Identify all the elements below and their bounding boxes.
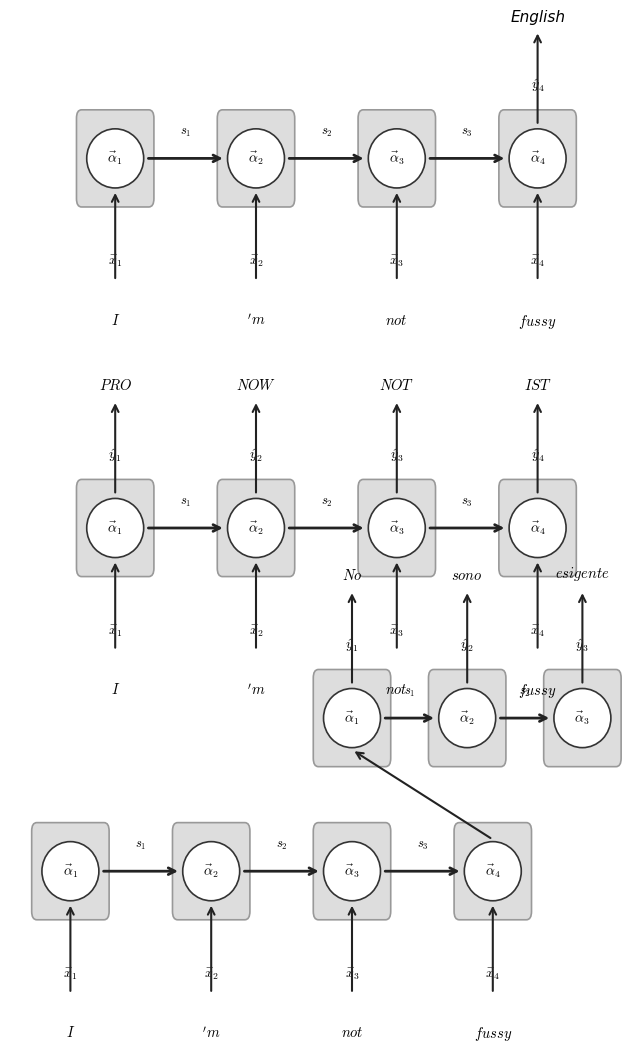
FancyBboxPatch shape <box>76 479 154 577</box>
Text: $PRO$: $PRO$ <box>99 378 132 393</box>
Text: $\vec{x}_4$: $\vec{x}_4$ <box>530 252 545 269</box>
Ellipse shape <box>323 689 380 748</box>
Text: $\vec{\alpha}_2$: $\vec{\alpha}_2$ <box>204 863 219 880</box>
FancyBboxPatch shape <box>218 110 295 207</box>
Ellipse shape <box>369 498 426 558</box>
Text: $\vec{x}_1$: $\vec{x}_1$ <box>108 252 122 269</box>
Text: $fussy$: $fussy$ <box>518 313 557 331</box>
Text: $not$: $not$ <box>385 313 408 327</box>
Ellipse shape <box>228 498 285 558</box>
Ellipse shape <box>509 498 566 558</box>
FancyBboxPatch shape <box>429 670 506 767</box>
Text: $s_3$: $s_3$ <box>461 127 473 139</box>
Text: $'m$: $'m$ <box>246 682 266 698</box>
Ellipse shape <box>554 689 611 748</box>
FancyBboxPatch shape <box>358 479 435 577</box>
Ellipse shape <box>86 498 144 558</box>
Text: $\vec{\alpha}_2$: $\vec{\alpha}_2$ <box>248 150 264 167</box>
Text: $\vec{\alpha}_1$: $\vec{\alpha}_1$ <box>108 520 123 536</box>
Text: $\vec{x}_3$: $\vec{x}_3$ <box>389 252 404 269</box>
Text: $\vec{\alpha}_1$: $\vec{\alpha}_1$ <box>108 150 123 167</box>
Ellipse shape <box>465 842 521 901</box>
Text: $s_1$: $s_1$ <box>180 496 191 509</box>
Ellipse shape <box>86 129 144 188</box>
FancyBboxPatch shape <box>358 110 435 207</box>
Text: $s_1$: $s_1$ <box>404 686 415 699</box>
Ellipse shape <box>509 129 566 188</box>
Text: $\vec{x}_1$: $\vec{x}_1$ <box>108 622 122 639</box>
Text: $No$: $No$ <box>342 568 362 583</box>
Text: $\vec{\alpha}_2$: $\vec{\alpha}_2$ <box>248 520 264 536</box>
Text: $\vec{\alpha}_4$: $\vec{\alpha}_4$ <box>484 863 501 880</box>
Ellipse shape <box>323 842 380 901</box>
Text: $fussy$: $fussy$ <box>474 1025 512 1043</box>
Text: $fussy$: $fussy$ <box>518 682 557 700</box>
Text: $\vec{x}_2$: $\vec{x}_2$ <box>204 965 219 982</box>
Text: $NOW$: $NOW$ <box>236 378 276 393</box>
Text: $\hat{y}_4$: $\hat{y}_4$ <box>531 447 545 464</box>
Text: $s_3$: $s_3$ <box>417 840 428 852</box>
Text: $s_2$: $s_2$ <box>321 127 332 139</box>
Text: $I$: $I$ <box>66 1025 75 1040</box>
Text: English: English <box>510 11 565 25</box>
Text: $\hat{y}_1$: $\hat{y}_1$ <box>108 447 122 464</box>
Text: $\vec{x}_3$: $\vec{x}_3$ <box>344 965 360 982</box>
Ellipse shape <box>42 842 99 901</box>
Text: $\vec{x}_1$: $\vec{x}_1$ <box>63 965 77 982</box>
Text: $I$: $I$ <box>111 313 120 327</box>
Text: $\vec{x}_2$: $\vec{x}_2$ <box>248 252 264 269</box>
Text: $\vec{\alpha}_3$: $\vec{\alpha}_3$ <box>389 520 404 536</box>
Text: $esigente$: $esigente$ <box>555 565 610 583</box>
Text: $s_2$: $s_2$ <box>321 496 332 509</box>
FancyBboxPatch shape <box>218 479 295 577</box>
Text: $not$: $not$ <box>340 1025 364 1040</box>
Text: $s_2$: $s_2$ <box>519 686 531 699</box>
Text: $\vec{\alpha}_4$: $\vec{\alpha}_4$ <box>529 150 546 167</box>
FancyBboxPatch shape <box>454 823 531 920</box>
FancyBboxPatch shape <box>76 110 154 207</box>
Text: $\vec{\alpha}_4$: $\vec{\alpha}_4$ <box>529 520 546 536</box>
FancyBboxPatch shape <box>499 479 576 577</box>
FancyBboxPatch shape <box>544 670 621 767</box>
Text: $\vec{\alpha}_3$: $\vec{\alpha}_3$ <box>344 863 360 880</box>
Text: $s_1$: $s_1$ <box>135 840 147 852</box>
Ellipse shape <box>439 689 496 748</box>
Text: $\vec{x}_4$: $\vec{x}_4$ <box>530 622 545 639</box>
Text: $'m$: $'m$ <box>202 1025 221 1041</box>
Text: $\hat{y}_4$: $\hat{y}_4$ <box>531 77 545 94</box>
Text: $\hat{y}_3$: $\hat{y}_3$ <box>575 637 589 654</box>
FancyBboxPatch shape <box>314 823 390 920</box>
Text: $I$: $I$ <box>111 682 120 697</box>
Text: $IST$: $IST$ <box>524 378 552 393</box>
Text: $\vec{\alpha}_3$: $\vec{\alpha}_3$ <box>575 710 590 727</box>
Ellipse shape <box>369 129 426 188</box>
FancyBboxPatch shape <box>32 823 109 920</box>
Text: $\vec{\alpha}_2$: $\vec{\alpha}_2$ <box>460 710 475 727</box>
Text: $\vec{x}_2$: $\vec{x}_2$ <box>248 622 264 639</box>
Text: $\hat{y}_2$: $\hat{y}_2$ <box>460 637 474 654</box>
FancyBboxPatch shape <box>314 670 390 767</box>
Text: $\hat{y}_2$: $\hat{y}_2$ <box>249 447 263 464</box>
Text: $\vec{x}_4$: $\vec{x}_4$ <box>485 965 500 982</box>
Text: $not$: $not$ <box>385 682 408 697</box>
Text: $NOT$: $NOT$ <box>380 378 414 393</box>
Text: $s_1$: $s_1$ <box>180 127 191 139</box>
FancyBboxPatch shape <box>499 110 576 207</box>
Text: $'m$: $'m$ <box>246 313 266 328</box>
Text: $\hat{y}_3$: $\hat{y}_3$ <box>390 447 404 464</box>
Ellipse shape <box>228 129 285 188</box>
Text: $\vec{\alpha}_3$: $\vec{\alpha}_3$ <box>389 150 404 167</box>
Text: $s_2$: $s_2$ <box>276 840 287 852</box>
Ellipse shape <box>183 842 240 901</box>
Text: $\vec{\alpha}_1$: $\vec{\alpha}_1$ <box>63 863 78 880</box>
Text: $s_3$: $s_3$ <box>461 496 473 509</box>
Text: $\vec{x}_3$: $\vec{x}_3$ <box>389 622 404 639</box>
Text: $sono$: $sono$ <box>451 568 483 583</box>
FancyBboxPatch shape <box>173 823 250 920</box>
Text: $\hat{y}_1$: $\hat{y}_1$ <box>345 637 359 654</box>
Text: $\vec{\alpha}_1$: $\vec{\alpha}_1$ <box>344 710 360 727</box>
